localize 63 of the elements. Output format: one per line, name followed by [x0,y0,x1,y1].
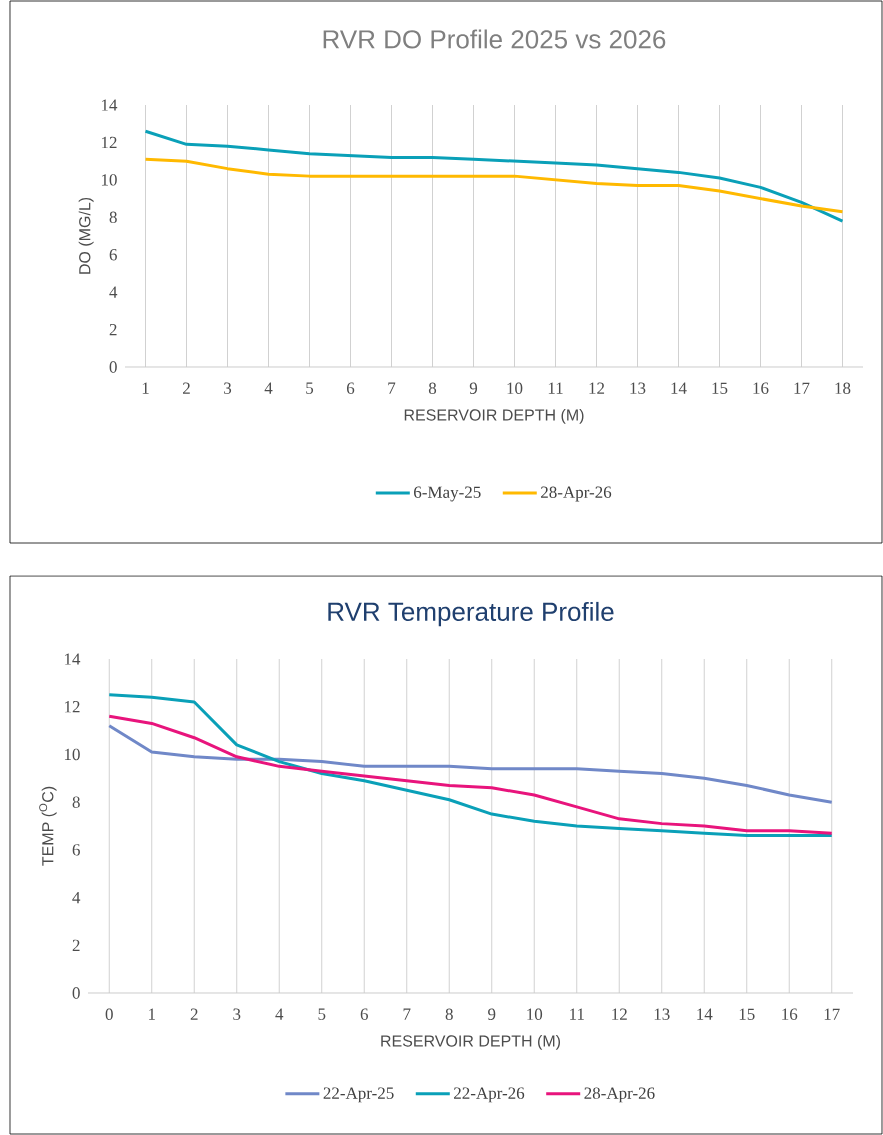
x-tick-label: 2 [183,382,190,394]
chart-title: RVR DO Profile 2025 vs 2026 [323,29,666,49]
x-tick-label: 14 [697,1008,713,1020]
x-tick-label: 7 [403,1008,411,1020]
y-axis-title: DO (MG/L) [78,197,94,274]
y-tick-label: 2 [109,323,117,336]
x-tick-label: 4 [275,1008,284,1020]
x-tick-label: 5 [306,382,314,394]
y-tick-label: 2 [72,939,80,951]
x-axis-title: RESERVOIR DEPTH (M) [381,1034,561,1050]
x-tick-label: 13 [630,382,646,394]
y-tick-label: 6 [109,249,117,261]
x-tick-label: 11 [570,1008,584,1020]
y-tick-label: 14 [64,653,81,665]
y-tick-label: 4 [109,286,118,298]
x-tick-label: 12 [589,382,605,394]
x-tick-label: 15 [739,1008,755,1020]
x-tick-label: 8 [445,1008,453,1021]
legend-label: 28-Apr-26 [584,1087,655,1103]
x-tick-label: 16 [753,382,769,394]
y-axis-title: TEMP ($^{O}$C) [39,786,57,866]
x-tick-label: 14 [671,382,687,394]
y-tick-label: 6 [72,844,80,856]
chart-title: RVR Temperature Profile [328,601,614,627]
y-tick-label: 4 [72,891,81,904]
x-tick-label: 9 [488,1008,496,1020]
x-tick-label: 3 [233,1008,241,1020]
y-tick-label: 12 [101,136,117,149]
x-tick-label: 6 [360,1008,368,1020]
x-axis-title: RESERVOIR DEPTH (M) [404,408,584,424]
y-tick-label: 10 [101,174,117,186]
y-tick-label: 8 [109,211,117,224]
legend-label: 6-May-25 [414,486,481,502]
legend-label: 22-Apr-25 [323,1087,394,1103]
legend-label: 22-Apr-26 [454,1087,525,1103]
y-tick-label: 0 [72,987,80,999]
x-tick-label: 17 [824,1008,840,1020]
y-tick-label: 12 [64,701,80,713]
x-tick-label: 4 [264,382,273,394]
y-tick-label: 14 [101,99,118,111]
y-tick-label: 10 [64,748,80,761]
x-tick-label: 17 [794,382,810,394]
y-tick-label: 0 [109,361,117,373]
x-tick-label: 6 [346,382,355,394]
x-tick-label: 18 [835,382,851,395]
x-tick-label: 8 [428,382,437,395]
x-tick-label: 11 [548,382,563,394]
x-tick-label: 2 [190,1008,198,1020]
x-tick-label: 15 [712,382,728,394]
x-tick-label: 7 [388,382,396,394]
x-tick-label: 5 [318,1008,326,1020]
x-tick-label: 1 [148,1008,155,1020]
x-tick-label: 10 [507,382,523,395]
x-tick-label: 12 [612,1008,627,1020]
x-tick-label: 3 [224,382,232,394]
y-tick-label: 8 [72,796,80,808]
legend-label: 28-Apr-26 [541,486,612,502]
x-tick-label: 16 [782,1008,798,1020]
x-tick-label: 9 [469,382,478,394]
line-series [107,714,834,835]
x-tick-label: 13 [654,1008,670,1020]
x-tick-label: 1 [142,382,149,394]
x-tick-label: 10 [527,1008,543,1021]
